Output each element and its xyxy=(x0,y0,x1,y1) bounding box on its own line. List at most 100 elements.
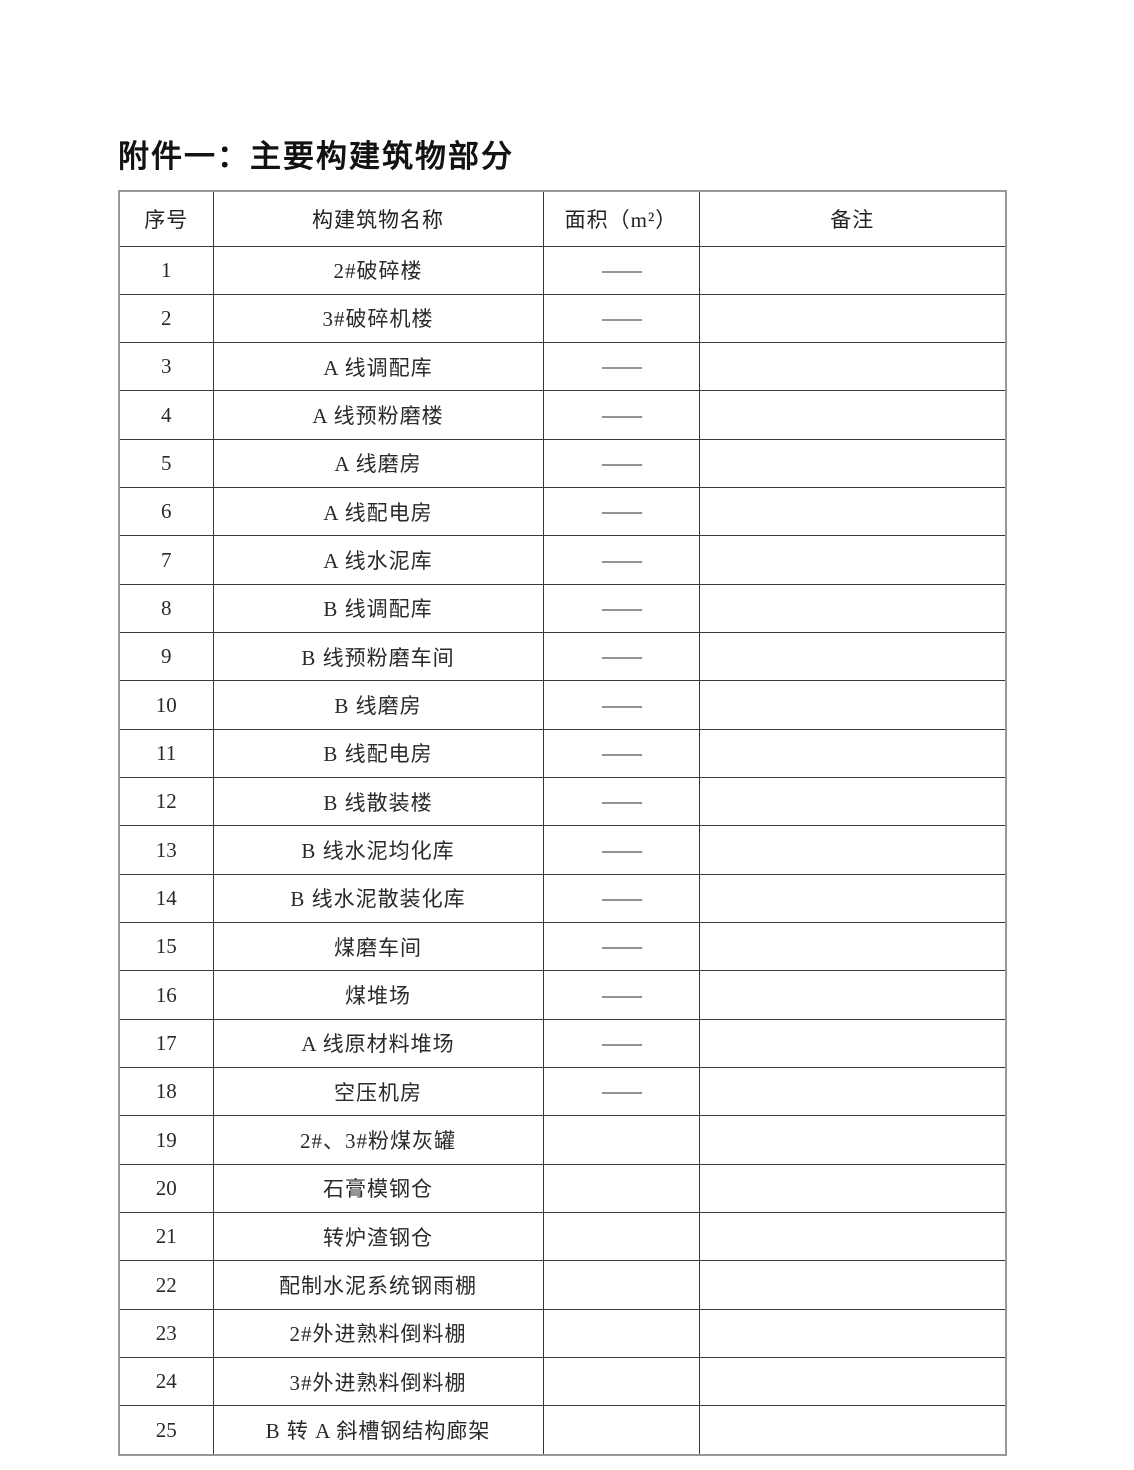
row-name-cell: 3#外进熟料倒料棚 xyxy=(212,1357,544,1407)
row-name-cell: 2#、3#粉煤灰罐 xyxy=(212,1115,544,1165)
row-note-cell xyxy=(698,1405,1007,1456)
row-no-cell: 7 xyxy=(118,535,214,585)
row-name-cell: 2#外进熟料倒料棚 xyxy=(212,1308,544,1359)
table-header-row: 序号 构建筑物名称 面积（m²） 备注 xyxy=(118,190,1007,247)
row-area-cell: —— xyxy=(542,1067,700,1117)
table-row: 18 空压机房 —— xyxy=(118,1067,1007,1117)
table-row: 17 A 线原材料堆场 —— xyxy=(118,1018,1007,1069)
row-name-cell: B 转 A 斜槽钢结构廊架 xyxy=(212,1405,544,1456)
table-row: 12 B 线散装楼 —— xyxy=(118,777,1007,827)
table-row: 11 B 线配电房 —— xyxy=(118,728,1007,779)
row-name-cell: B 线水泥均化库 xyxy=(212,825,544,875)
row-name-cell: B 线散装楼 xyxy=(212,777,544,827)
row-no-cell: 14 xyxy=(118,873,214,924)
row-name-cell: 石膏模钢仓 xyxy=(212,1163,544,1214)
row-name-cell: B 线水泥散装化库 xyxy=(212,873,544,924)
row-no-cell: 25 xyxy=(118,1405,214,1456)
row-no-cell: 22 xyxy=(118,1260,214,1310)
table-row: 1 2#破碎楼 —— xyxy=(118,245,1007,295)
table-row: 21 转炉渣钢仓 xyxy=(118,1212,1007,1262)
row-note-cell xyxy=(698,390,1007,440)
row-area-cell: —— xyxy=(542,535,700,585)
row-note-cell xyxy=(698,487,1007,537)
row-area-cell: —— xyxy=(542,245,700,295)
table-row: 16 煤堆场 —— xyxy=(118,970,1007,1020)
header-name: 构建筑物名称 xyxy=(212,190,544,247)
row-note-cell xyxy=(698,1260,1007,1310)
row-area-cell: —— xyxy=(542,777,700,827)
row-area-cell: —— xyxy=(542,390,700,440)
row-note-cell xyxy=(698,873,1007,924)
header-no: 序号 xyxy=(118,190,214,247)
row-name-cell: A 线原材料堆场 xyxy=(212,1018,544,1069)
row-no-cell: 23 xyxy=(118,1308,214,1359)
table-row: 25 B 转 A 斜槽钢结构廊架 xyxy=(118,1405,1007,1456)
row-area-cell: —— xyxy=(542,487,700,537)
row-area-cell: —— xyxy=(542,632,700,682)
row-no-cell: 17 xyxy=(118,1018,214,1069)
row-note-cell xyxy=(698,1163,1007,1214)
row-area-cell xyxy=(542,1405,700,1456)
row-area-cell xyxy=(542,1357,700,1407)
row-name-cell: B 线预粉磨车间 xyxy=(212,632,544,682)
table-row: 4 A 线预粉磨楼 —— xyxy=(118,390,1007,440)
row-note-cell xyxy=(698,535,1007,585)
row-note-cell xyxy=(698,1308,1007,1359)
page-title: 附件一：主要构建筑物部分 xyxy=(118,139,514,174)
row-area-cell: —— xyxy=(542,438,700,489)
row-area-cell xyxy=(542,1163,700,1214)
table-row: 23 2#外进熟料倒料棚 xyxy=(118,1308,1007,1359)
row-name-cell: 煤堆场 xyxy=(212,970,544,1020)
row-area-cell: —— xyxy=(542,728,700,779)
row-note-cell xyxy=(698,922,1007,972)
table-row: 3 A 线调配库 —— xyxy=(118,342,1007,392)
table-row: 8 B 线调配库 —— xyxy=(118,583,1007,634)
row-no-cell: 13 xyxy=(118,825,214,875)
table-row: 13 B 线水泥均化库 —— xyxy=(118,825,1007,875)
row-area-cell: —— xyxy=(542,680,700,730)
row-name-cell: A 线配电房 xyxy=(212,487,544,537)
row-name-cell: 2#破碎楼 xyxy=(212,245,544,295)
row-no-cell: 12 xyxy=(118,777,214,827)
row-area-cell: —— xyxy=(542,873,700,924)
row-name-cell: 空压机房 xyxy=(212,1067,544,1117)
row-area-cell xyxy=(542,1308,700,1359)
row-area-cell xyxy=(542,1115,700,1165)
row-area-cell: —— xyxy=(542,970,700,1020)
row-name-cell: 配制水泥系统钢雨棚 xyxy=(212,1260,544,1310)
row-area-cell: —— xyxy=(542,342,700,392)
table-row: 22 配制水泥系统钢雨棚 xyxy=(118,1260,1007,1310)
table-row: 20 石膏模钢仓 xyxy=(118,1163,1007,1214)
row-name-cell: B 线配电房 xyxy=(212,728,544,779)
row-no-cell: 3 xyxy=(118,342,214,392)
table-row: 19 2#、3#粉煤灰罐 xyxy=(118,1115,1007,1165)
row-no-cell: 19 xyxy=(118,1115,214,1165)
row-note-cell xyxy=(698,342,1007,392)
row-no-cell: 24 xyxy=(118,1357,214,1407)
row-no-cell: 16 xyxy=(118,970,214,1020)
row-note-cell xyxy=(698,583,1007,634)
table-row: 10 B 线磨房 —— xyxy=(118,680,1007,730)
row-note-cell xyxy=(698,1018,1007,1069)
row-no-cell: 21 xyxy=(118,1212,214,1262)
structures-table: 序号 构建筑物名称 面积（m²） 备注 1 2#破碎楼 —— 2 3#破碎机楼 … xyxy=(118,190,1007,1456)
row-name-cell: 3#破碎机楼 xyxy=(212,293,544,344)
row-note-cell xyxy=(698,1357,1007,1407)
row-note-cell xyxy=(698,970,1007,1020)
table-row: 24 3#外进熟料倒料棚 xyxy=(118,1357,1007,1407)
row-note-cell xyxy=(698,1212,1007,1262)
row-no-cell: 4 xyxy=(118,390,214,440)
row-name-cell: 转炉渣钢仓 xyxy=(212,1212,544,1262)
row-no-cell: 18 xyxy=(118,1067,214,1117)
row-name-cell: A 线水泥库 xyxy=(212,535,544,585)
row-note-cell xyxy=(698,1067,1007,1117)
row-name-cell: 煤磨车间 xyxy=(212,922,544,972)
row-name-cell: B 线调配库 xyxy=(212,583,544,634)
row-area-cell: —— xyxy=(542,293,700,344)
row-area-cell: —— xyxy=(542,1018,700,1069)
row-no-cell: 10 xyxy=(118,680,214,730)
row-name-cell: A 线预粉磨楼 xyxy=(212,390,544,440)
row-name-cell: A 线磨房 xyxy=(212,438,544,489)
row-no-cell: 11 xyxy=(118,728,214,779)
